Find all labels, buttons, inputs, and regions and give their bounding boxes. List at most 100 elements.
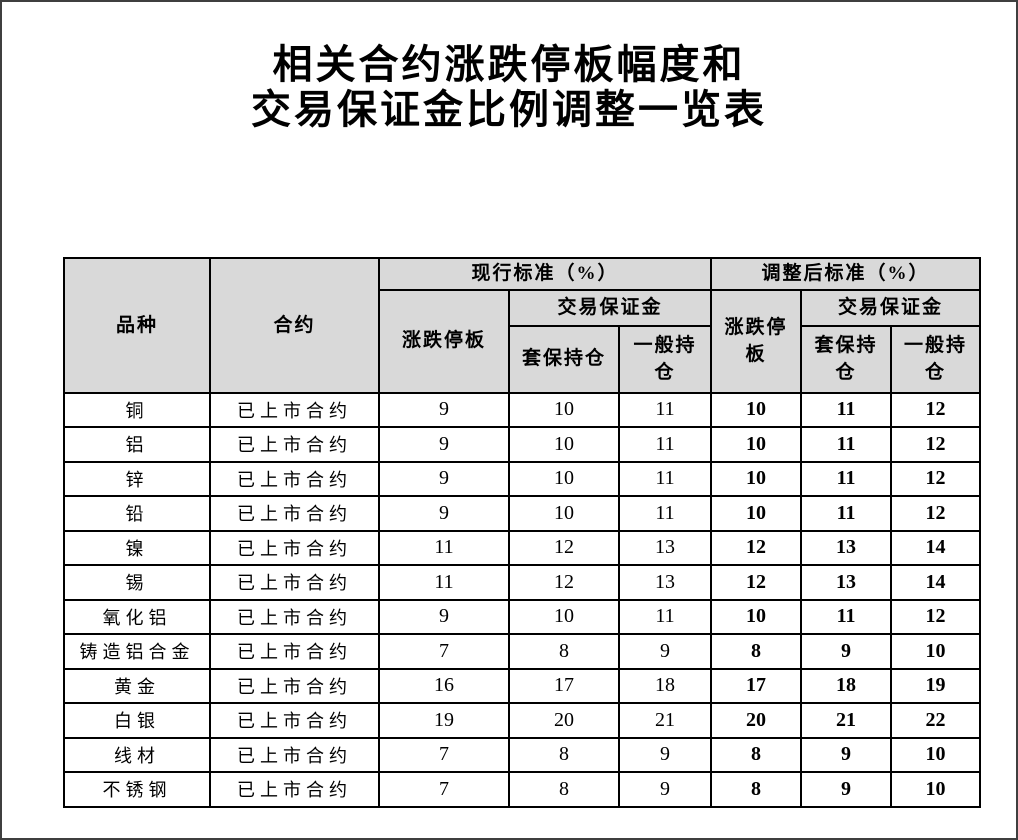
cell-current-price-limit: 9 <box>378 391 510 429</box>
cell-adjusted-general-position: 12 <box>890 495 982 532</box>
cell-adjusted-price-limit: 10 <box>710 460 803 498</box>
table-row: 线材 已上市合约 7 8 9 8 9 10 <box>63 736 982 774</box>
cell-adjusted-price-limit: 12 <box>710 564 803 601</box>
cell-current-general-position: 9 <box>617 736 713 774</box>
cell-current-price-limit: 16 <box>378 667 510 705</box>
cell-adjusted-hedge-position: 13 <box>800 564 893 601</box>
header-current-general-position: 一般持仓 <box>617 324 713 394</box>
cell-product: 铸造铝合金 <box>63 633 211 670</box>
cell-product: 铜 <box>63 391 211 429</box>
table-row: 黄金 已上市合约 16 17 18 17 18 19 <box>63 667 982 705</box>
table-row: 镍 已上市合约 11 12 13 12 13 14 <box>63 529 982 567</box>
cell-product: 铅 <box>63 495 211 532</box>
cell-current-price-limit: 11 <box>378 529 510 567</box>
header-current-hedge-position: 套保持仓 <box>508 324 620 394</box>
cell-contract: 已上市合约 <box>209 667 380 705</box>
cell-current-price-limit: 19 <box>378 702 510 739</box>
cell-current-general-position: 11 <box>617 598 713 636</box>
table-header: 品种 合约 现行标准（%） 调整后标准（%） 涨跌停板 交易保证金 涨跌停板 交… <box>63 257 982 394</box>
cell-adjusted-price-limit: 20 <box>710 702 803 739</box>
cell-current-general-position: 11 <box>617 426 713 463</box>
cell-adjusted-price-limit: 8 <box>710 633 803 670</box>
cell-contract: 已上市合约 <box>209 736 380 774</box>
cell-current-general-position: 13 <box>617 564 713 601</box>
cell-adjusted-price-limit: 8 <box>710 771 803 808</box>
cell-adjusted-price-limit: 17 <box>710 667 803 705</box>
header-contract: 合约 <box>209 257 380 394</box>
cell-current-price-limit: 7 <box>378 633 510 670</box>
table-row: 铝 已上市合约 9 10 11 10 11 12 <box>63 426 982 463</box>
table-row: 锌 已上市合约 9 10 11 10 11 12 <box>63 460 982 498</box>
cell-current-hedge-position: 10 <box>508 460 620 498</box>
cell-adjusted-hedge-position: 11 <box>800 598 893 636</box>
cell-contract: 已上市合约 <box>209 460 380 498</box>
cell-adjusted-general-position: 19 <box>890 667 982 705</box>
cell-adjusted-price-limit: 12 <box>710 529 803 567</box>
cell-contract: 已上市合约 <box>209 495 380 532</box>
cell-adjusted-general-position: 22 <box>890 702 982 739</box>
header-current-price-limit: 涨跌停板 <box>378 288 510 394</box>
cell-adjusted-general-position: 12 <box>890 426 982 463</box>
cell-product: 镍 <box>63 529 211 567</box>
cell-current-general-position: 11 <box>617 495 713 532</box>
adjustment-table: 品种 合约 现行标准（%） 调整后标准（%） 涨跌停板 交易保证金 涨跌停板 交… <box>63 257 982 808</box>
cell-contract: 已上市合约 <box>209 702 380 739</box>
cell-current-hedge-position: 8 <box>508 771 620 808</box>
cell-current-hedge-position: 12 <box>508 529 620 567</box>
cell-current-general-position: 9 <box>617 771 713 808</box>
cell-adjusted-hedge-position: 18 <box>800 667 893 705</box>
cell-current-price-limit: 9 <box>378 426 510 463</box>
cell-current-general-position: 9 <box>617 633 713 670</box>
cell-adjusted-general-position: 14 <box>890 564 982 601</box>
cell-product: 锡 <box>63 564 211 601</box>
cell-contract: 已上市合约 <box>209 633 380 670</box>
cell-product: 氧化铝 <box>63 598 211 636</box>
cell-adjusted-general-position: 10 <box>890 736 982 774</box>
cell-adjusted-general-position: 10 <box>890 771 982 808</box>
header-adjusted-standard: 调整后标准（%） <box>710 257 982 291</box>
cell-current-hedge-position: 10 <box>508 598 620 636</box>
cell-adjusted-hedge-position: 11 <box>800 391 893 429</box>
header-adjusted-general-position: 一般持仓 <box>890 324 982 394</box>
cell-product: 铝 <box>63 426 211 463</box>
table-row: 铅 已上市合约 9 10 11 10 11 12 <box>63 495 982 532</box>
cell-product: 不锈钢 <box>63 771 211 808</box>
cell-contract: 已上市合约 <box>209 529 380 567</box>
table-row: 不锈钢 已上市合约 7 8 9 8 9 10 <box>63 771 982 808</box>
table-body: 铜 已上市合约 9 10 11 10 11 12 铝 已上市合约 9 10 11… <box>63 391 982 808</box>
cell-current-general-position: 11 <box>617 391 713 429</box>
header-current-standard: 现行标准（%） <box>377 257 713 291</box>
cell-adjusted-general-position: 10 <box>890 633 982 670</box>
cell-adjusted-general-position: 14 <box>890 529 982 567</box>
cell-adjusted-hedge-position: 9 <box>800 771 893 808</box>
cell-current-price-limit: 7 <box>378 736 510 774</box>
cell-current-price-limit: 7 <box>378 771 510 808</box>
page-title-line1: 相关合约涨跌停板幅度和 <box>272 42 746 87</box>
cell-adjusted-price-limit: 10 <box>710 426 803 463</box>
cell-current-price-limit: 11 <box>378 564 510 601</box>
cell-contract: 已上市合约 <box>209 564 380 601</box>
header-adjusted-price-limit: 涨跌停板 <box>710 288 803 394</box>
cell-current-price-limit: 9 <box>378 460 510 498</box>
cell-adjusted-hedge-position: 9 <box>800 633 893 670</box>
cell-adjusted-general-position: 12 <box>890 460 982 498</box>
page-title-line2: 交易保证金比例调整一览表 <box>251 87 767 132</box>
cell-adjusted-price-limit: 8 <box>710 736 803 774</box>
cell-current-hedge-position: 8 <box>508 633 620 670</box>
cell-adjusted-hedge-position: 11 <box>800 426 893 463</box>
cell-current-hedge-position: 8 <box>508 736 620 774</box>
cell-adjusted-general-position: 12 <box>890 598 982 636</box>
cell-current-general-position: 21 <box>617 702 713 739</box>
cell-current-hedge-position: 17 <box>508 667 620 705</box>
header-adjusted-trading-margin: 交易保证金 <box>800 288 982 327</box>
cell-current-hedge-position: 10 <box>508 426 620 463</box>
cell-current-hedge-position: 10 <box>508 391 620 429</box>
cell-current-hedge-position: 12 <box>508 564 620 601</box>
cell-contract: 已上市合约 <box>209 598 380 636</box>
adjustment-table-container: 品种 合约 现行标准（%） 调整后标准（%） 涨跌停板 交易保证金 涨跌停板 交… <box>63 257 982 808</box>
header-product: 品种 <box>63 257 211 394</box>
cell-adjusted-hedge-position: 13 <box>800 529 893 567</box>
cell-current-general-position: 11 <box>617 460 713 498</box>
cell-adjusted-hedge-position: 11 <box>800 460 893 498</box>
